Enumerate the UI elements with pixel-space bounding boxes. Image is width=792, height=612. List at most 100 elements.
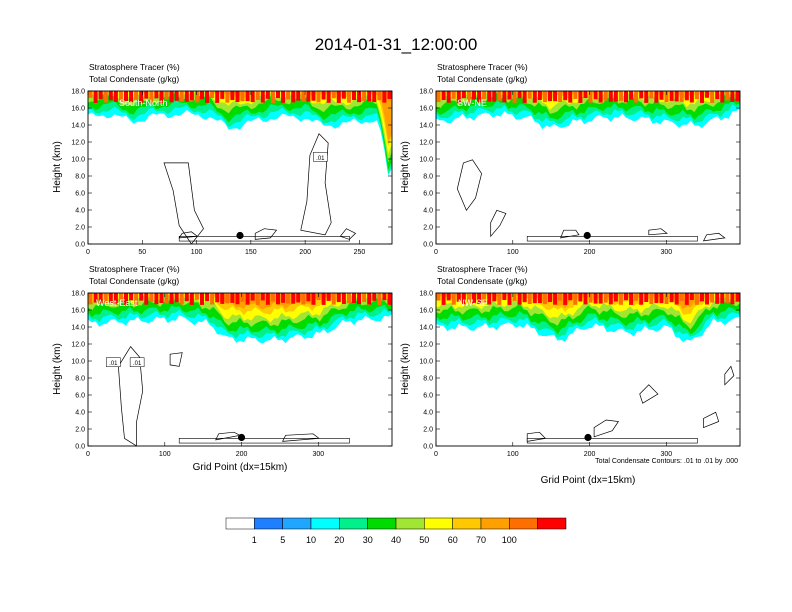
x-tick-label: 0 bbox=[434, 451, 438, 458]
tracer-speckle bbox=[689, 91, 694, 103]
tracer-speckle bbox=[527, 91, 532, 99]
colorbar-label: 20 bbox=[334, 535, 344, 545]
y-tick-label: 18.0 bbox=[419, 291, 433, 298]
tracer-speckle bbox=[573, 91, 578, 99]
panel-title-line1: Stratosphere Tracer (%) bbox=[437, 264, 528, 274]
tracer-speckle bbox=[352, 91, 356, 100]
tracer-speckle bbox=[230, 293, 235, 303]
tracer-speckle bbox=[705, 293, 710, 305]
tracer-speckle bbox=[184, 293, 189, 302]
tracer-speckle bbox=[436, 91, 441, 103]
colorbar-swatch bbox=[537, 517, 567, 530]
panel-title-line1: Stratosphere Tracer (%) bbox=[89, 264, 180, 274]
condensate-contour bbox=[593, 419, 620, 438]
tracer-speckle bbox=[210, 91, 215, 98]
tracer-speckle bbox=[377, 293, 382, 305]
tracer-speckle bbox=[134, 293, 139, 305]
y-tick-label: 2.0 bbox=[423, 225, 433, 232]
y-tick-label: 14.0 bbox=[419, 325, 433, 332]
tracer-speckle bbox=[649, 91, 654, 99]
tracer-speckle bbox=[194, 293, 199, 300]
colorbar-label: 50 bbox=[419, 535, 429, 545]
tracer-speckle bbox=[281, 91, 286, 103]
tracer-speckle bbox=[291, 91, 296, 103]
y-tick-label: 10.0 bbox=[419, 157, 433, 164]
x-tick-label: 300 bbox=[660, 451, 672, 458]
tracer-speckle bbox=[461, 91, 466, 99]
location-marker bbox=[584, 433, 592, 442]
tracer-speckle bbox=[502, 293, 507, 300]
tracer-speckle bbox=[497, 293, 502, 305]
tracer-speckle bbox=[730, 293, 735, 305]
tracer-speckle bbox=[326, 293, 331, 301]
tracer-speckle bbox=[659, 91, 664, 100]
y-tick-label: 18.0 bbox=[71, 89, 85, 96]
y-tick-label: 14.0 bbox=[71, 123, 85, 130]
tracer-speckle bbox=[624, 293, 628, 301]
tracer-speckle bbox=[301, 91, 306, 102]
x-tick-label: 200 bbox=[299, 249, 311, 256]
tracer-speckle bbox=[387, 293, 392, 305]
tracer-speckle bbox=[537, 91, 542, 100]
tracer-speckle bbox=[225, 293, 230, 304]
colorbar-swatch bbox=[225, 517, 255, 530]
tracer-speckle bbox=[700, 293, 704, 302]
x-tick-label: 200 bbox=[236, 451, 248, 458]
contour-label: .01 bbox=[316, 156, 325, 162]
tracer-band-6 bbox=[436, 293, 740, 315]
tracer-speckle bbox=[240, 293, 245, 302]
tracer-speckle bbox=[159, 293, 164, 303]
condensate-contour bbox=[282, 433, 320, 442]
y-tick-label: 2.0 bbox=[75, 225, 85, 232]
tracer-speckle bbox=[522, 293, 527, 303]
panel-south-north: Stratosphere Tracer (%) Total Condensate… bbox=[52, 62, 393, 256]
location-marker bbox=[236, 231, 244, 240]
tracer-band-5 bbox=[436, 293, 740, 324]
colorbar-swatch bbox=[480, 517, 510, 530]
tracer-speckle bbox=[306, 91, 311, 102]
tracer-speckle bbox=[316, 91, 321, 103]
tracer-speckle bbox=[250, 293, 255, 301]
tracer-speckle bbox=[532, 293, 537, 304]
tracer-speckle bbox=[270, 91, 275, 103]
tracer-speckle bbox=[108, 91, 113, 101]
location-marker bbox=[583, 231, 591, 240]
tracer-speckle bbox=[377, 91, 382, 101]
tracer-speckle bbox=[644, 91, 649, 103]
tracer-speckle bbox=[276, 293, 280, 305]
tracer-speckle bbox=[548, 91, 552, 102]
plot-area: .01 .01 bbox=[88, 293, 392, 446]
tracer-speckle bbox=[563, 293, 568, 305]
plot-area: .01 bbox=[88, 91, 392, 244]
tracer-speckle bbox=[669, 293, 674, 303]
tracer-speckle bbox=[684, 293, 689, 305]
y-tick-label: 16.0 bbox=[419, 308, 433, 315]
tracer-speckle bbox=[189, 293, 194, 305]
tracer-speckle bbox=[700, 91, 704, 103]
tracer-speckle bbox=[225, 91, 230, 103]
y-tick-label: 0.0 bbox=[75, 242, 85, 249]
tracer-speckle bbox=[517, 91, 522, 99]
tracer-speckle bbox=[715, 293, 720, 304]
colorbar-swatch bbox=[424, 517, 453, 530]
condensate-contour bbox=[560, 229, 580, 239]
tracer-speckle bbox=[492, 293, 497, 302]
tracer-speckle bbox=[98, 91, 103, 100]
tracer-speckle bbox=[598, 293, 603, 304]
tracer-band-5 bbox=[88, 91, 392, 155]
contour-label: .01 bbox=[133, 361, 142, 367]
x-tick-label: 200 bbox=[584, 451, 596, 458]
tracer-speckle bbox=[456, 293, 461, 302]
y-axis-label: Height (km) bbox=[52, 343, 63, 395]
tracer-speckle bbox=[472, 293, 476, 304]
tracer-speckle bbox=[220, 91, 225, 99]
tracer-speckle bbox=[553, 293, 558, 305]
tracer-speckle bbox=[311, 293, 316, 305]
tracer-speckle bbox=[613, 293, 618, 302]
tracer-speckle bbox=[367, 293, 372, 305]
tracer-speckle bbox=[639, 293, 644, 305]
condensate-contour bbox=[178, 438, 350, 444]
tracer-speckle bbox=[210, 293, 215, 305]
y-tick-label: 12.0 bbox=[419, 342, 433, 349]
tracer-speckle bbox=[129, 293, 134, 301]
